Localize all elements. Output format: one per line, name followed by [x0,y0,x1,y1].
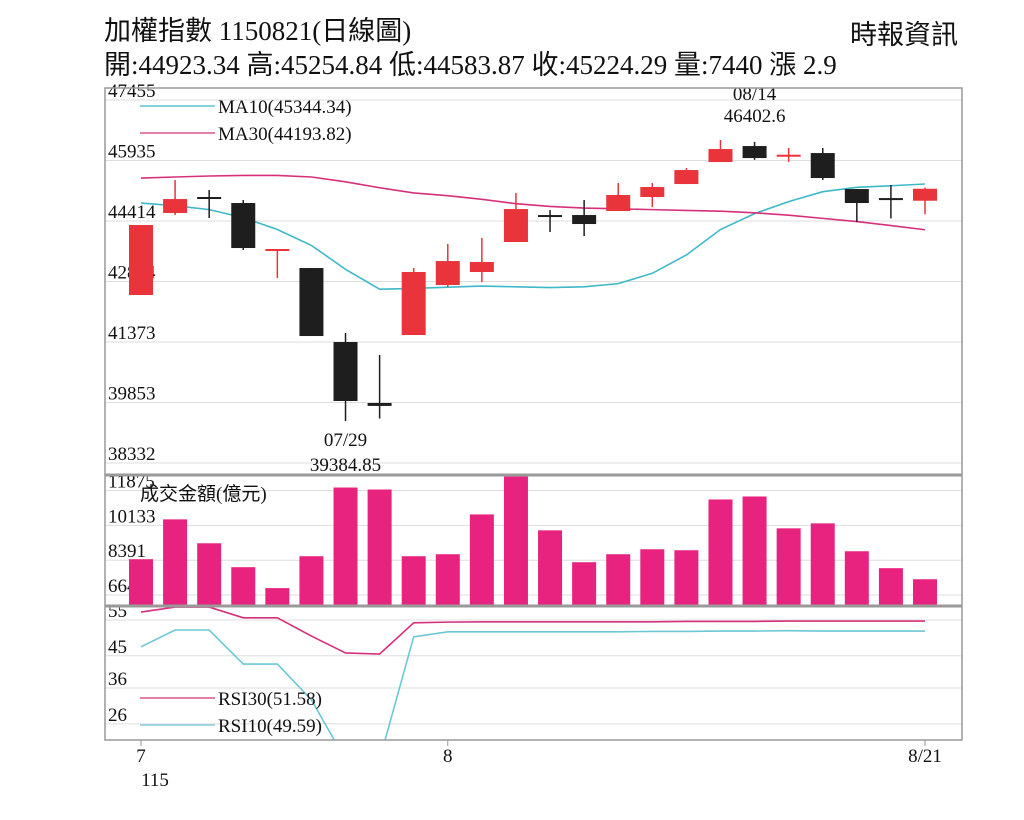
bar [129,559,153,606]
candle-body [776,154,801,157]
bar [674,550,699,606]
candle-body [810,153,835,179]
y-tick-label: 41373 [108,323,156,344]
bar [538,530,563,606]
candle-body [401,272,426,335]
candle-body [572,215,597,225]
bar [810,523,835,606]
y-tick-label: 11875 [108,472,155,493]
candle-body [640,187,665,198]
y-tick-label: 47455 [108,81,156,102]
candle-body [503,209,528,243]
annotation: 46402.6 [724,106,786,127]
x-sublabel: 115 [141,770,169,791]
x-tick-label: 8/21 [908,746,942,767]
bar [299,556,324,606]
y-tick-label: 26 [108,705,127,726]
candle-body [265,249,290,252]
candle-body [742,146,767,159]
source: 時報資訊 [850,20,958,50]
bar [708,499,733,606]
candle-body [435,261,460,286]
x-tick-label: 7 [136,746,146,767]
bar [503,476,528,606]
annotation: 07/29 [324,430,367,451]
bar [776,528,801,606]
bar [742,496,767,606]
chart-title: 加權指數 1150821(日線圖) [104,16,411,46]
candle-body [913,188,937,201]
y-tick-label: 55 [108,601,127,622]
y-tick-label: 10133 [108,506,156,527]
candle-body [299,268,324,337]
candle-body [367,402,392,406]
frame [104,87,963,741]
candle-body [333,341,358,401]
legend-label: MA30(44193.82) [218,124,352,145]
candle-body [708,149,733,163]
bar [163,519,188,606]
y-tick-label: 45 [108,637,127,658]
candle-body [674,170,699,185]
bar [197,543,222,606]
candle-body [231,203,256,249]
y-tick-label: 39853 [108,383,156,404]
candle-body [469,262,494,273]
y-tick-label: 45935 [108,141,156,162]
legend-label: RSI10(49.59) [218,716,322,737]
bar [606,554,631,606]
bar [640,549,665,606]
candle-body [163,199,188,214]
y-tick-label: 8391 [108,541,146,562]
rsi-lines [140,606,925,740]
bar [572,562,597,606]
candle-body [129,225,153,296]
line [140,606,925,655]
bar [265,588,290,606]
bar [367,489,392,606]
bar [469,514,494,606]
candle-body [878,198,903,201]
annotation: 08/14 [733,84,777,105]
legend-label: RSI30(51.58) [218,689,322,710]
y-tick-label: 38332 [108,444,156,465]
bar [878,568,903,606]
bar [401,556,426,606]
candle-body [844,189,869,204]
candle-body [197,197,222,200]
candle-body [538,215,563,218]
panel-title: 成交金額(億元) [140,483,267,505]
line [140,183,926,291]
line [140,174,926,231]
y-tick-label: 36 [108,669,127,690]
bar [231,567,256,606]
candle-body [606,195,631,212]
subtitle: 開:44923.34 高:45254.84 低:44583.87 收:45224… [104,50,837,80]
bar [333,487,358,606]
line [140,629,925,740]
x-tick-label: 8 [443,746,453,767]
legend-label: MA10(45344.34) [218,97,352,118]
bar [435,554,460,606]
y-tick-label: 44414 [108,202,156,223]
bar [844,551,869,606]
annotation: 39384.85 [310,455,381,476]
bar [913,579,937,606]
